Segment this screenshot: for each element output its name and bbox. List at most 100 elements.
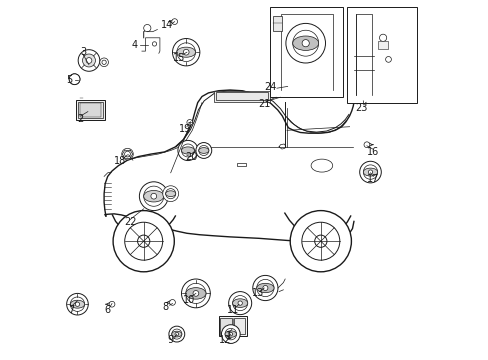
Circle shape <box>363 142 369 148</box>
Circle shape <box>183 49 189 55</box>
Bar <box>269 7 343 97</box>
Bar <box>377 41 387 49</box>
Text: 9: 9 <box>167 335 173 345</box>
Ellipse shape <box>310 159 332 172</box>
Text: 24: 24 <box>264 82 276 92</box>
Text: 10: 10 <box>182 294 194 305</box>
Ellipse shape <box>181 147 194 154</box>
Circle shape <box>228 332 232 336</box>
Circle shape <box>66 293 88 315</box>
Bar <box>76 100 104 120</box>
Circle shape <box>177 43 195 62</box>
Circle shape <box>175 332 178 336</box>
Circle shape <box>171 19 177 24</box>
Text: 5: 5 <box>65 75 72 85</box>
Text: 13: 13 <box>251 288 264 298</box>
Circle shape <box>289 211 351 272</box>
Circle shape <box>363 165 377 179</box>
Ellipse shape <box>363 168 377 176</box>
Circle shape <box>185 283 205 303</box>
Circle shape <box>193 291 199 296</box>
Ellipse shape <box>177 47 195 57</box>
Bar <box>220 318 231 334</box>
Bar <box>213 91 269 102</box>
Circle shape <box>359 161 381 183</box>
Circle shape <box>228 292 251 315</box>
Bar <box>346 7 416 103</box>
Text: 7: 7 <box>68 305 74 315</box>
Circle shape <box>152 42 156 46</box>
Circle shape <box>238 301 242 305</box>
Circle shape <box>143 186 163 206</box>
Bar <box>236 163 245 166</box>
Ellipse shape <box>256 283 273 293</box>
Ellipse shape <box>224 331 236 337</box>
Circle shape <box>113 211 174 272</box>
Text: 4: 4 <box>131 40 138 50</box>
Circle shape <box>263 285 267 291</box>
Text: 3: 3 <box>80 47 86 57</box>
Circle shape <box>224 328 236 340</box>
Circle shape <box>181 279 210 308</box>
Bar <box>80 103 101 117</box>
Text: 8: 8 <box>162 302 168 312</box>
Text: 6: 6 <box>104 305 110 315</box>
Bar <box>218 316 247 336</box>
Circle shape <box>199 145 208 156</box>
Text: 2: 2 <box>78 114 83 124</box>
Circle shape <box>169 300 175 305</box>
Circle shape <box>196 143 211 158</box>
Circle shape <box>221 325 240 343</box>
Ellipse shape <box>143 190 163 202</box>
Bar <box>233 318 244 334</box>
Circle shape <box>379 34 386 41</box>
Circle shape <box>137 235 149 247</box>
Circle shape <box>139 182 168 211</box>
Circle shape <box>75 302 80 306</box>
Circle shape <box>109 301 115 307</box>
Circle shape <box>252 275 277 301</box>
Circle shape <box>151 193 156 199</box>
Ellipse shape <box>292 36 318 50</box>
Text: 17: 17 <box>366 174 379 184</box>
Ellipse shape <box>165 191 175 197</box>
Circle shape <box>82 54 95 67</box>
Circle shape <box>178 140 198 161</box>
Ellipse shape <box>199 148 208 153</box>
Text: 18: 18 <box>114 156 126 166</box>
Circle shape <box>124 222 163 260</box>
Bar <box>273 16 282 31</box>
Ellipse shape <box>171 331 182 337</box>
Circle shape <box>367 170 372 174</box>
Circle shape <box>302 40 309 47</box>
Circle shape <box>171 329 182 339</box>
Circle shape <box>102 60 106 64</box>
Circle shape <box>165 189 175 199</box>
Circle shape <box>292 30 318 56</box>
Text: 12: 12 <box>218 335 230 345</box>
Ellipse shape <box>70 300 84 308</box>
Circle shape <box>163 186 178 202</box>
Circle shape <box>124 151 130 157</box>
Circle shape <box>86 58 92 63</box>
Text: 16: 16 <box>366 147 379 157</box>
Circle shape <box>69 74 80 85</box>
Circle shape <box>172 39 200 66</box>
Circle shape <box>78 50 100 71</box>
Circle shape <box>100 58 108 67</box>
Circle shape <box>385 57 390 62</box>
Ellipse shape <box>232 299 247 307</box>
Circle shape <box>314 235 326 247</box>
Text: 21: 21 <box>258 99 270 109</box>
Bar <box>71 76 78 82</box>
Circle shape <box>143 24 151 32</box>
Circle shape <box>186 120 192 125</box>
Circle shape <box>232 296 247 311</box>
Bar <box>216 92 267 100</box>
Text: 20: 20 <box>184 152 197 162</box>
Circle shape <box>256 279 273 297</box>
Bar <box>78 102 102 118</box>
Bar <box>312 163 321 166</box>
Text: 1: 1 <box>225 330 231 341</box>
Text: 23: 23 <box>355 103 367 113</box>
